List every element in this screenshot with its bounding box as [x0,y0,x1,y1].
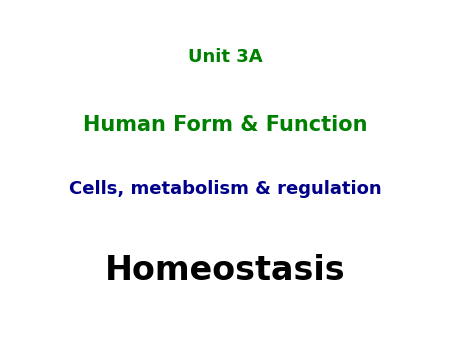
Text: Cells, metabolism & regulation: Cells, metabolism & regulation [69,180,381,198]
Text: Unit 3A: Unit 3A [188,48,262,67]
Text: Homeostasis: Homeostasis [105,254,345,287]
Text: Human Form & Function: Human Form & Function [83,115,367,135]
